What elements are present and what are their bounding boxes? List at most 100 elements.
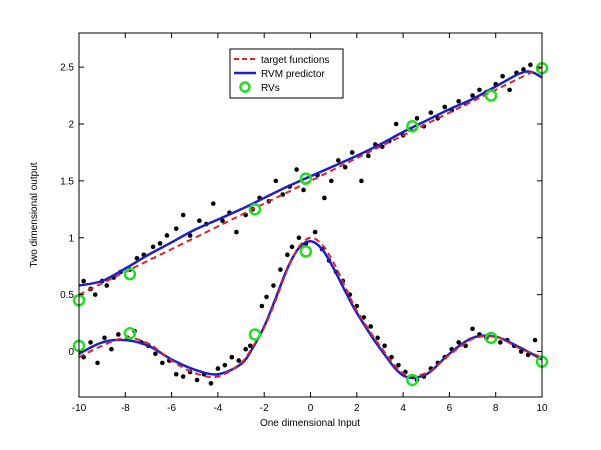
data-point (379, 144, 385, 150)
data-point (222, 362, 228, 368)
data-point (342, 164, 348, 170)
data-point (396, 362, 401, 368)
data-point (521, 67, 526, 72)
x-tick-label: 4 (400, 403, 406, 414)
y-axis-label: Two dimensional output (29, 162, 40, 267)
data-point (507, 87, 512, 93)
data-point (116, 332, 121, 337)
x-tick-label: -8 (121, 403, 130, 414)
data-point (335, 158, 341, 163)
data-point (375, 335, 380, 341)
data-point (500, 73, 505, 79)
data-point (442, 104, 448, 110)
x-tick-label: 8 (493, 403, 499, 414)
rv-marker (406, 120, 419, 133)
data-point (180, 212, 186, 218)
data-point (229, 354, 235, 360)
data-point (312, 229, 318, 235)
data-point (414, 116, 420, 121)
data-point (349, 150, 355, 155)
rv-marker (299, 245, 313, 258)
data-point (285, 252, 290, 258)
rv-marker (123, 327, 137, 340)
data-point (273, 178, 279, 184)
rv-marker (484, 89, 498, 102)
data-point (109, 346, 114, 352)
data-point (393, 121, 399, 127)
x-tick-label: 6 (447, 403, 453, 414)
y-tick-label: 0 (68, 347, 74, 358)
data-point (271, 283, 276, 288)
data-point (528, 62, 533, 68)
target-functions-curve-0 (78, 66, 543, 296)
data-point (236, 358, 242, 363)
data-point (294, 167, 299, 172)
data-point (173, 226, 179, 231)
data-point (134, 255, 140, 261)
data-point (289, 244, 295, 250)
data-point (368, 324, 373, 329)
x-axis-ticks: -10 -8 -6 -4 -2 0 2 4 6 8 10 (72, 33, 548, 414)
data-point (278, 267, 283, 272)
data-point (220, 218, 225, 223)
data-point (164, 233, 170, 238)
legend-label-rvm-predictor: RVM predictor (261, 69, 325, 80)
data-point (389, 354, 394, 360)
y-tick-label: 2 (68, 120, 74, 131)
x-tick-label: 2 (354, 403, 360, 414)
data-point (296, 235, 302, 241)
rv-marker (484, 331, 498, 345)
data-point (92, 292, 98, 297)
x-axis-label: One dimensional Input (260, 418, 360, 429)
data-point (301, 187, 306, 193)
data-point (102, 335, 107, 341)
rv-marker (248, 328, 262, 341)
data-point (463, 343, 468, 349)
data-point (104, 283, 110, 288)
data-point (264, 294, 269, 300)
data-point (259, 303, 265, 309)
x-tick-label: -4 (213, 403, 222, 414)
data-point (197, 218, 202, 223)
data-point (366, 153, 371, 159)
data-point (210, 201, 216, 206)
rv-marker (406, 373, 419, 387)
data-point (160, 360, 165, 366)
data-point (456, 98, 461, 104)
data-point (456, 340, 461, 345)
rv-marker (248, 203, 262, 216)
series-layer (72, 62, 549, 387)
data-point (248, 343, 253, 349)
x-tick-label: -2 (260, 403, 269, 414)
y-tick-label: 1.5 (60, 176, 74, 187)
y-tick-label: 2.5 (60, 63, 74, 74)
data-point (518, 349, 524, 354)
data-point (329, 178, 334, 184)
data-point (180, 374, 186, 379)
rv-marker (123, 267, 137, 281)
y-tick-label: 1 (68, 233, 74, 244)
data-point (498, 340, 503, 345)
rvm-predictor-curve-0 (78, 70, 543, 287)
rv-marker (299, 172, 313, 185)
target-functions-curve-1 (78, 236, 543, 379)
x-tick-label: -6 (167, 403, 176, 414)
x-tick-label: 0 (308, 403, 314, 414)
data-point (532, 337, 538, 343)
y-axis-ticks: 0 0.5 1 1.5 2 2.5 (60, 63, 542, 358)
y-tick-label: 0.5 (60, 290, 74, 301)
data-point (322, 195, 327, 201)
legend: target functions RVM predictor RVs (229, 48, 344, 99)
x-tick-label: -10 (72, 403, 87, 414)
data-point (194, 377, 200, 383)
data-point (150, 244, 156, 250)
data-point (470, 326, 475, 332)
data-point (470, 93, 475, 98)
data-point (359, 178, 364, 184)
legend-swatch-rvs (239, 81, 251, 93)
data-point (234, 229, 239, 235)
data-point (243, 346, 248, 352)
data-point (208, 381, 214, 386)
data-point (95, 360, 100, 366)
legend-label-rvs: RVs (261, 83, 280, 94)
